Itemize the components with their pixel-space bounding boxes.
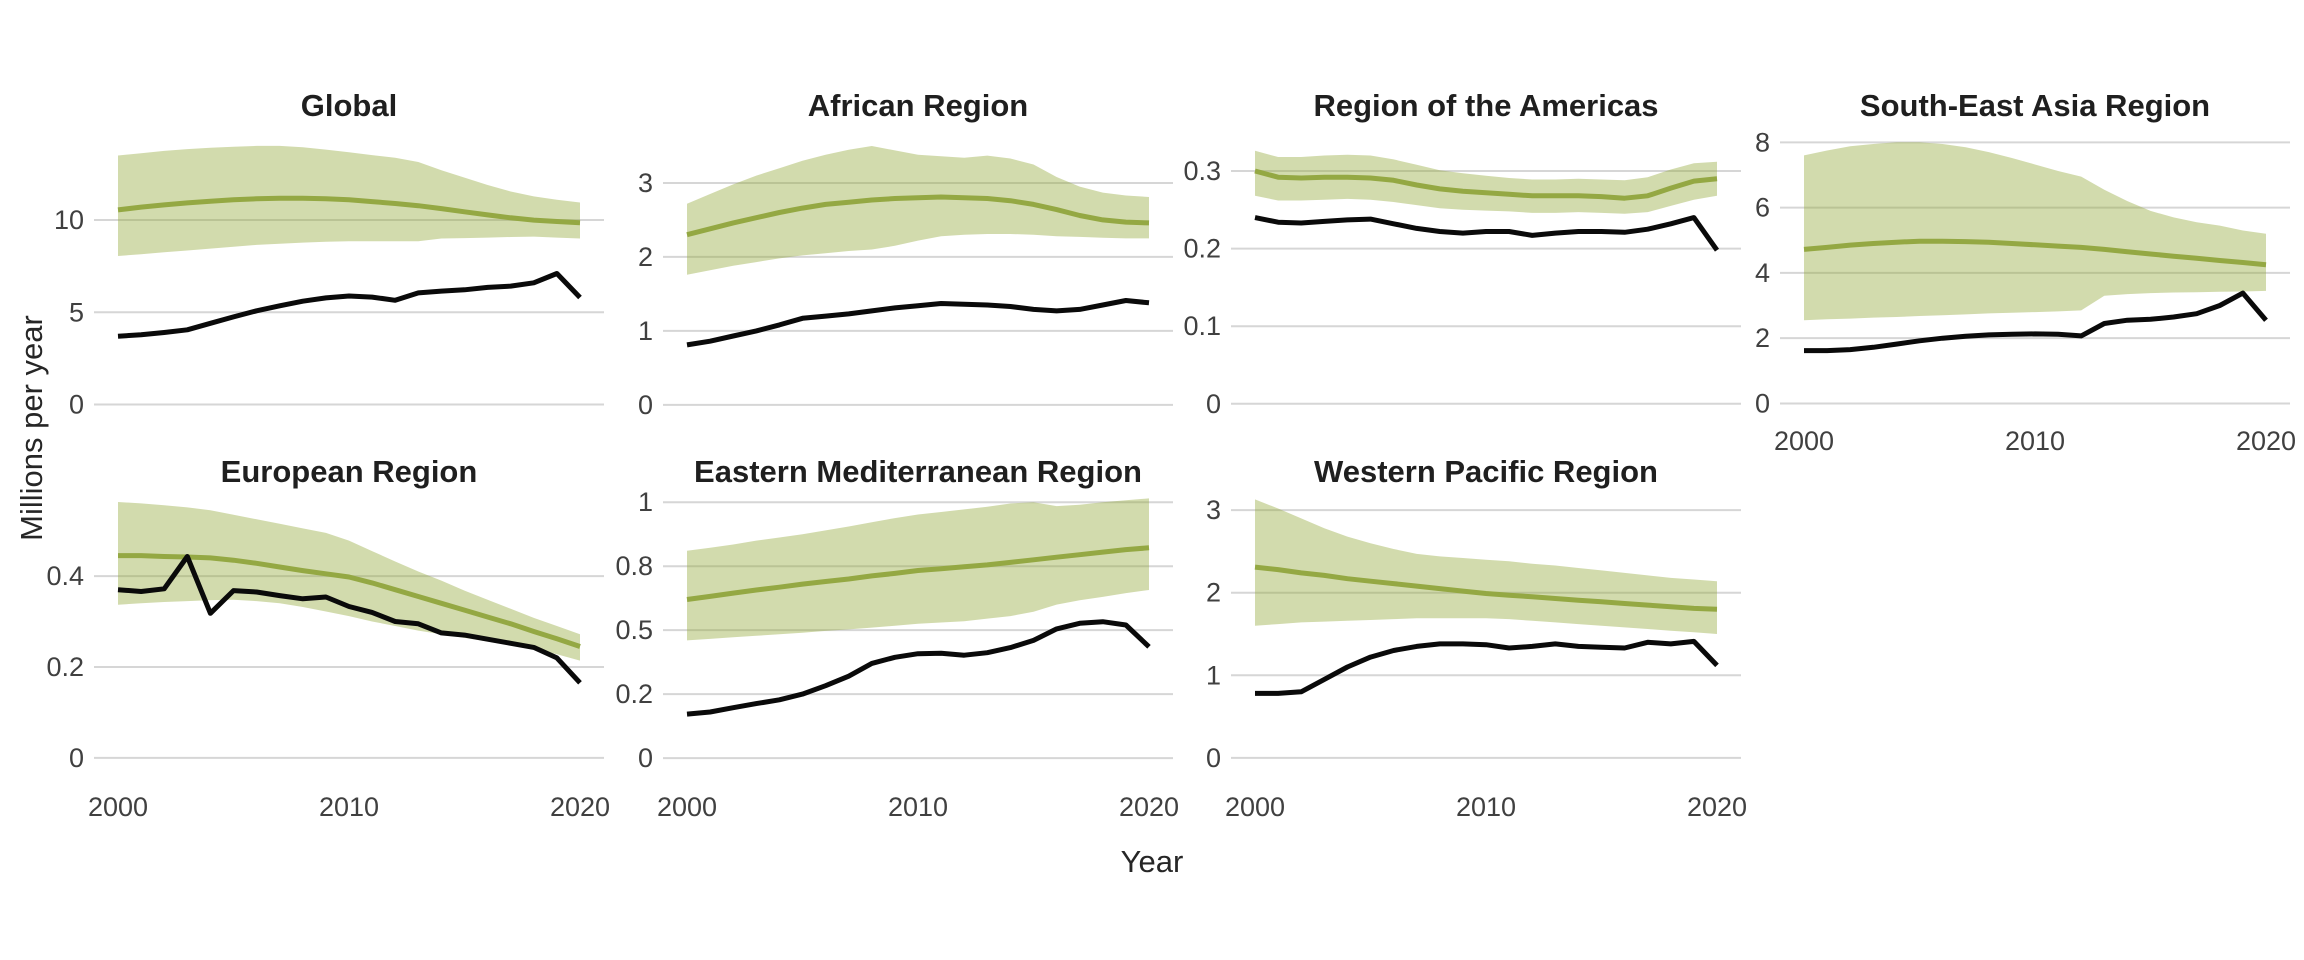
y-tick-label: 0.2 [615,679,653,709]
panel-region-of-the-americas: 0 0.1 0.2 0.3 Region of the Americas [1183,88,1741,419]
panel-south-east-asia-region: 0 2 4 6 8 2000 2010 2020 South-East Asia Region [1755,88,2296,456]
y-tick-label: 1 [1206,660,1221,690]
y-tick-label: 8 [1755,127,1770,157]
panel-title: South-East Asia Region [1860,88,2210,123]
x-tick-label: 2000 [1774,426,1834,456]
estimated-line [1254,168,1718,201]
panel-title: Western Pacific Region [1314,454,1658,489]
x-tick-label: 2010 [1456,792,1516,822]
x-tick-label: 2000 [1225,792,1285,822]
estimated-line [686,194,1150,238]
y-tick-label: 0.4 [46,561,84,591]
confidence-band [687,146,1149,275]
y-tick-label: 0 [1206,389,1221,419]
x-tick-label: 2020 [2236,426,2296,456]
y-tick-label: 0 [638,743,653,773]
panel-title: Region of the Americas [1313,88,1658,123]
y-tick-label: 4 [1755,258,1770,288]
estimated-line [117,195,581,226]
y-tick-label: 0.2 [46,652,84,682]
x-tick-label: 2020 [1687,792,1747,822]
panel-global: 0 5 10 Global [54,88,604,419]
x-tick-label: 2010 [888,792,948,822]
y-tick-label: 0 [1206,743,1221,773]
y-tick-label: 0.1 [1183,311,1221,341]
confidence-band [118,502,580,661]
y-tick-label: 2 [1206,578,1221,608]
panel-title: Eastern Mediterranean Region [694,454,1142,489]
observed-line [1255,638,1719,696]
x-tick-label: 2010 [2005,426,2065,456]
confidence-band [1255,499,1717,634]
panel-western-pacific-region: 0 1 2 3 2000 2010 2020 Western Pacific Region [1206,454,1747,822]
estimated-line [1803,238,2267,268]
y-tick-label: 0.3 [1183,156,1221,186]
x-tick-label: 2020 [550,792,610,822]
y-tick-label: 0 [69,743,84,773]
y-tick-label: 2 [1755,323,1770,353]
panel-title: African Region [808,88,1028,123]
y-tick-label: 3 [1206,495,1221,525]
y-tick-label: 1 [638,487,653,517]
y-tick-label: 5 [69,297,84,327]
confidence-band [1255,150,1717,214]
y-tick-label: 2 [638,242,653,272]
observed-line [1254,215,1720,252]
y-tick-label: 0 [638,390,653,420]
x-tick-label: 2020 [1119,792,1179,822]
x-tick-label: 2000 [88,792,148,822]
estimated-line [1254,564,1718,612]
y-tick-label: 3 [638,168,653,198]
panel-title: Global [301,88,397,123]
y-tick-label: 1 [638,316,653,346]
y-tick-label: 0.8 [615,551,653,581]
y-tick-label: 0.5 [615,615,653,645]
observed-line [117,271,582,339]
panel-eastern-mediterranean-region: 0 0.2 0.5 0.8 1 2000 2010 2020 Eastern Mediterra… [615,454,1179,822]
observed-line [686,619,1151,717]
estimated-line [686,545,1150,602]
panel-european-region: 0 0.2 0.4 2000 2010 2020 European Region [46,454,610,822]
y-tick-label: 0 [69,389,84,419]
x-axis-title: Year [1120,844,1184,879]
x-tick-label: 2000 [657,792,717,822]
observed-line [686,298,1150,348]
y-tick-label: 6 [1755,193,1770,223]
observed-line [1804,290,2268,354]
y-tick-label: 0 [1755,388,1770,418]
panel-title: European Region [221,454,478,489]
panel-african-region: 0 1 2 3 African Region [638,88,1173,420]
observed-line [117,554,582,685]
y-tick-label: 0.2 [1183,234,1221,264]
y-tick-label: 10 [54,205,84,235]
confidence-band [1804,142,2266,321]
estimated-line [118,553,581,649]
x-tick-label: 2010 [319,792,379,822]
